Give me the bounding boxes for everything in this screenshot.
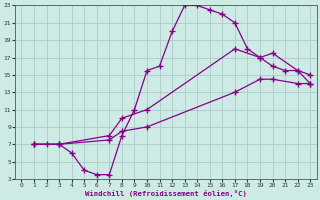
X-axis label: Windchill (Refroidissement éolien,°C): Windchill (Refroidissement éolien,°C) — [85, 190, 247, 197]
